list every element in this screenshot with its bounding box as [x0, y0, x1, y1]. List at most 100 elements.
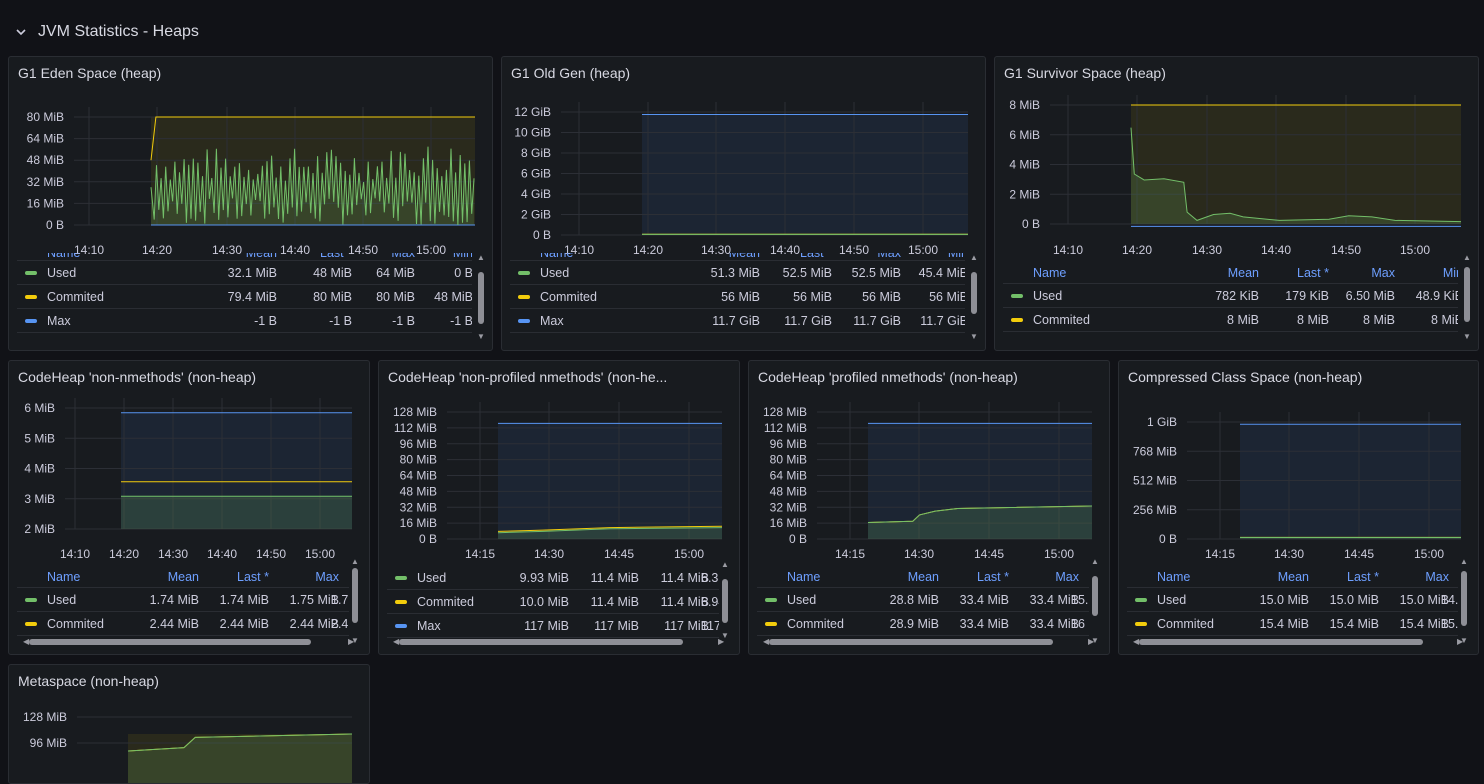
- legend-row[interactable]: Used 51.3 MiB 52.5 MiB 52.5 MiB 45.4 MiB: [510, 261, 965, 285]
- scroll-left-arrow-icon[interactable]: ◀: [393, 637, 400, 646]
- scrollbar-thumb[interactable]: [971, 272, 977, 314]
- column-header[interactable]: Name: [1033, 265, 1067, 280]
- legend-series-name[interactable]: Used: [25, 593, 76, 607]
- scroll-down-arrow-icon[interactable]: ▼: [970, 332, 978, 341]
- legend-series-name[interactable]: Used: [1135, 593, 1186, 607]
- legend-row[interactable]: Commited 8 MiB 8 MiB 8 MiB 8 MiB: [1003, 308, 1458, 332]
- scroll-up-arrow-icon[interactable]: ▲: [721, 560, 729, 569]
- column-header[interactable]: Name: [47, 253, 80, 260]
- scrollbar-thumb[interactable]: [399, 639, 683, 645]
- panel-g1-old-gen[interactable]: G1 Old Gen (heap) 12 GiB 10 GiB 8 GiB 6 GiB…: [501, 56, 986, 351]
- legend-series-name[interactable]: Commited: [1135, 617, 1214, 631]
- column-header[interactable]: Last *: [320, 253, 352, 260]
- legend-series-name[interactable]: Max: [395, 619, 441, 633]
- legend-vertical-scrollbar[interactable]: [971, 262, 977, 332]
- legend-table[interactable]: Name Mean Last * Max Min Used 32.1 MiB 48 MiB 64…: [17, 253, 472, 334]
- column-header[interactable]: Name: [1157, 569, 1191, 584]
- legend-vertical-scrollbar[interactable]: [478, 262, 484, 332]
- scroll-up-arrow-icon[interactable]: ▲: [351, 557, 359, 566]
- legend-row[interactable]: Commited 2.44 MiB 2.44 MiB 2.44 MiB 2.4: [17, 612, 349, 636]
- column-header[interactable]: Min: [453, 253, 472, 260]
- legend-series-name[interactable]: Commited: [1011, 313, 1090, 327]
- scroll-up-arrow-icon[interactable]: ▲: [1460, 557, 1468, 566]
- column-header[interactable]: Name: [540, 253, 573, 260]
- scroll-down-arrow-icon[interactable]: ▼: [721, 631, 729, 640]
- scrollbar-thumb[interactable]: [352, 568, 358, 623]
- row-header[interactable]: JVM Statistics - Heaps: [14, 20, 199, 44]
- column-header[interactable]: Last *: [237, 569, 269, 584]
- legend-horizontal-scrollbar[interactable]: [1133, 639, 1459, 645]
- legend-series-name[interactable]: Used: [765, 593, 816, 607]
- legend-row[interactable]: Commited 28.9 MiB 33.4 MiB 33.4 MiB 16: [757, 612, 1089, 636]
- panel-g1-survivor-space[interactable]: G1 Survivor Space (heap) 8 MiB 6 MiB 4 MiB…: [994, 56, 1479, 351]
- column-header[interactable]: Max: [1425, 569, 1449, 584]
- legend-series-name[interactable]: Used: [1011, 289, 1062, 303]
- legend-series-name[interactable]: Commited: [765, 617, 844, 631]
- scrollbar-thumb[interactable]: [29, 639, 311, 645]
- legend-row[interactable]: Max-1 B-1 B-1 B-1 B: [1003, 332, 1458, 334]
- legend-row[interactable]: Max 117 MiB 117 MiB 117 MiB 117: [387, 614, 719, 638]
- scrollbar-thumb[interactable]: [1464, 267, 1470, 322]
- panel-codeheap-non-nmethods[interactable]: CodeHeap 'non-nmethods' (non-heap) 6 MiB…: [8, 360, 370, 655]
- legend-series-name[interactable]: Commited: [518, 290, 597, 304]
- legend-row[interactable]: Max 11.7 GiB 11.7 GiB 11.7 GiB 11.7 GiB: [510, 309, 965, 333]
- scrollbar-thumb[interactable]: [1092, 576, 1098, 616]
- panel-codeheap-profiled[interactable]: CodeHeap 'profiled nmethods' (non-heap) …: [748, 360, 1110, 655]
- column-header[interactable]: Min: [1442, 265, 1458, 280]
- column-header[interactable]: Last *: [800, 253, 832, 260]
- chevron-down-icon[interactable]: [14, 25, 28, 39]
- legend-row[interactable]: Commited 79.4 MiB 80 MiB 80 MiB 48 MiB: [17, 285, 472, 309]
- scrollbar-thumb[interactable]: [1139, 639, 1423, 645]
- column-header[interactable]: Max: [391, 253, 415, 260]
- legend-table[interactable]: Name Mean Last * Max Min Used 51.3 MiB 52.5 MiB…: [510, 253, 965, 334]
- column-header[interactable]: Last *: [1297, 265, 1329, 280]
- time-series-chart[interactable]: 8 MiB 6 MiB 4 MiB 2 MiB 0 B 14:10 14:20 14:30 14…: [995, 57, 1478, 350]
- legend-vertical-scrollbar[interactable]: [352, 566, 358, 636]
- scroll-down-arrow-icon[interactable]: ▼: [477, 332, 485, 341]
- legend-series-name[interactable]: Commited: [25, 290, 104, 304]
- legend-vertical-scrollbar[interactable]: [1461, 566, 1467, 636]
- legend-series-name[interactable]: Commited: [395, 595, 474, 609]
- scroll-right-arrow-icon[interactable]: ▶: [1457, 637, 1464, 646]
- column-header[interactable]: Max: [877, 253, 901, 260]
- panel-g1-eden-space[interactable]: G1 Eden Space (heap) 80 MiB 64 MiB 48 MiB 3…: [8, 56, 493, 351]
- legend-series-name[interactable]: Max: [25, 314, 71, 328]
- time-series-chart[interactable]: 12 GiB 10 GiB 8 GiB 6 GiB 4 GiB 2 GiB 0 B 14:10…: [502, 57, 985, 350]
- legend-series-name[interactable]: Commited: [25, 617, 104, 631]
- column-header[interactable]: Max: [1371, 265, 1395, 280]
- column-header[interactable]: Last *: [977, 569, 1009, 584]
- scroll-left-arrow-icon[interactable]: ◀: [763, 637, 770, 646]
- scrollbar-thumb[interactable]: [1461, 571, 1467, 626]
- column-header[interactable]: Max: [315, 569, 339, 584]
- column-header[interactable]: Mean: [167, 569, 199, 584]
- scroll-up-arrow-icon[interactable]: ▲: [1463, 253, 1471, 262]
- legend-series-name[interactable]: Used: [518, 266, 569, 280]
- panel-metaspace[interactable]: Metaspace (non-heap) 128 MiB 96 MiB: [8, 664, 370, 784]
- legend-row[interactable]: Max-1 B-1 B-1 B-1 B: [17, 309, 472, 333]
- legend-row[interactable]: Commited 56 MiB 56 MiB 56 MiB 56 MiB: [510, 285, 965, 309]
- legend-row[interactable]: Used 1.74 MiB 1.74 MiB 1.75 MiB 1.7: [17, 588, 349, 612]
- scrollbar-thumb[interactable]: [722, 579, 728, 623]
- scroll-down-arrow-icon[interactable]: ▼: [351, 636, 359, 645]
- scroll-down-arrow-icon[interactable]: ▼: [1091, 636, 1099, 645]
- scroll-right-arrow-icon[interactable]: ▶: [1088, 637, 1095, 646]
- legend-table[interactable]: Name Mean Last * Max Min Used 782 KiB 179 KiB 6.…: [1003, 262, 1458, 334]
- column-header[interactable]: Mean: [1277, 569, 1309, 584]
- time-series-chart[interactable]: 80 MiB 64 MiB 48 MiB 32 MiB 16 MiB 0 B 14:10 14…: [9, 57, 492, 350]
- legend-vertical-scrollbar[interactable]: [1464, 262, 1470, 332]
- scroll-left-arrow-icon[interactable]: ◀: [23, 637, 30, 646]
- column-header[interactable]: Mean: [729, 253, 760, 260]
